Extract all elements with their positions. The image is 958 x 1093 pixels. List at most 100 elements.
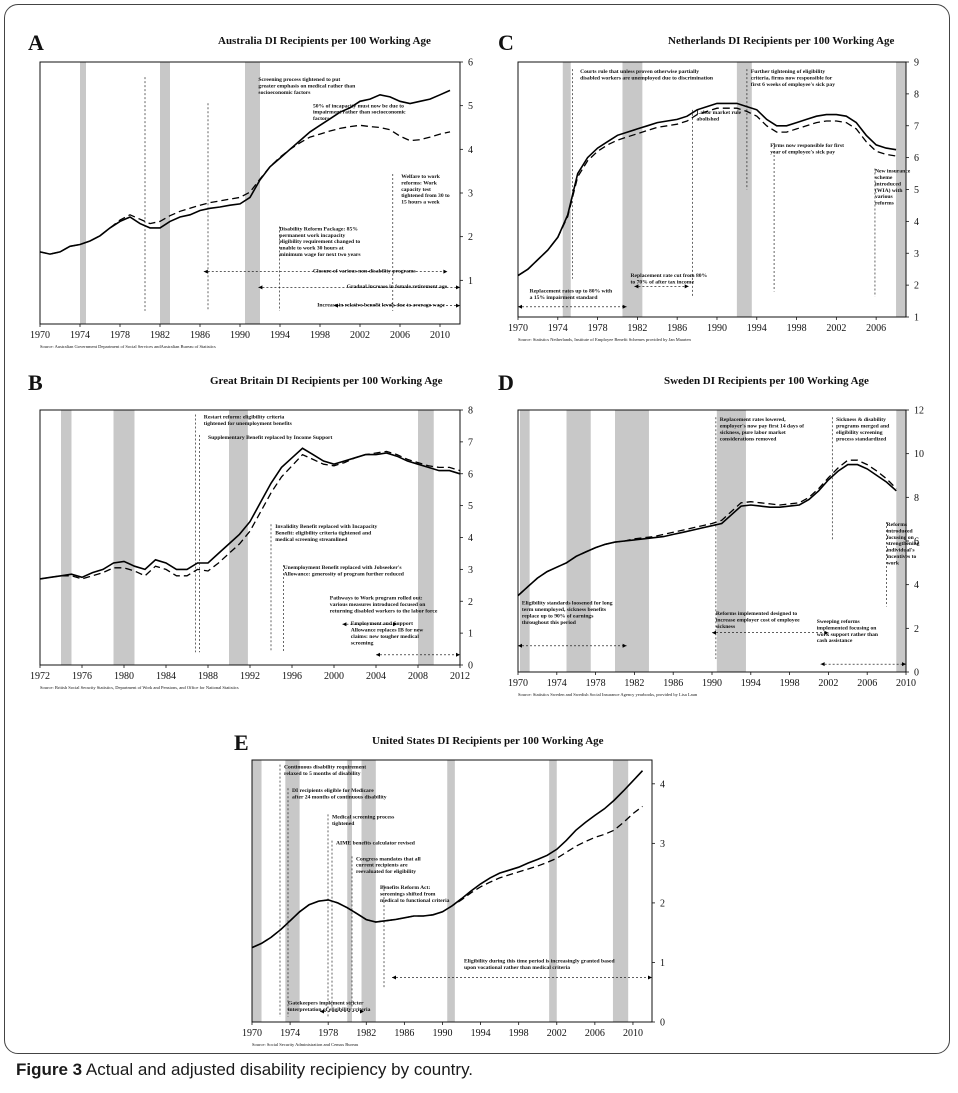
chart-svg: E United States DI Recipients per 100 Wor… — [234, 730, 665, 1047]
arrow-head — [342, 622, 347, 627]
x-tick-label: 1974 — [547, 678, 567, 689]
x-tick-label: 2002 — [547, 1028, 567, 1039]
y-tick-label: 2 — [914, 281, 919, 292]
annotation-text: 50% of incapacity must now be due to impa… — [313, 103, 406, 122]
x-tick-label: 1998 — [787, 323, 807, 334]
recession-band — [896, 62, 906, 317]
x-tick-label: 1994 — [270, 330, 290, 341]
annotation-text: Disability Reform Package: 85% permanent … — [279, 226, 361, 258]
annotation-text: Eligibility standards loosened for long t… — [522, 601, 613, 626]
adjusted-series-line — [251, 805, 643, 949]
y-tick-label: 0 — [468, 661, 473, 672]
x-tick-label: 2010 — [896, 678, 916, 689]
caption-text: Actual and adjusted disability recipienc… — [82, 1060, 474, 1079]
annotation-text: Congress mandates that all current recipi… — [356, 856, 421, 875]
y-tick-label: 4 — [914, 580, 919, 591]
x-tick-label: 1986 — [394, 1028, 414, 1039]
caption-label: Figure 3 — [16, 1060, 83, 1079]
y-tick-label: 2 — [468, 597, 473, 608]
annotation-text: New insurance scheme introduced (WIA) with v… — [875, 169, 911, 207]
recession-band — [113, 410, 135, 665]
x-tick-label: 1970 — [242, 1028, 262, 1039]
x-tick-label: 1974 — [280, 1028, 300, 1039]
y-tick-label: 1 — [468, 276, 473, 287]
y-tick-label: 6 — [468, 469, 473, 480]
annotation-text: Invalidity Benefit replaced with Incapac… — [275, 524, 377, 543]
recession-band — [80, 62, 86, 324]
recession-band — [447, 760, 455, 1022]
y-tick-label: 0 — [914, 668, 919, 679]
recession-band — [716, 410, 746, 672]
recession-band — [418, 410, 434, 665]
x-tick-label: 2010 — [430, 330, 450, 341]
adjusted-series-line — [39, 450, 461, 580]
arrow-head — [456, 285, 460, 290]
actual-series-line — [39, 447, 461, 580]
figure-caption: Figure 3 Actual and adjusted disability … — [16, 1060, 946, 1080]
x-tick-label: 1998 — [780, 678, 800, 689]
x-tick-label: 2006 — [857, 678, 877, 689]
arrow-head — [376, 652, 380, 657]
figure-frame — [4, 4, 950, 1054]
arrow-head — [902, 662, 906, 667]
annotation-text: Sickness & disability programs merged and… — [836, 417, 890, 442]
arrow-head — [622, 304, 627, 309]
y-tick-label: 1 — [660, 958, 665, 969]
x-tick-label: 1986 — [667, 323, 687, 334]
x-tick-label: 2004 — [366, 671, 386, 682]
arrow-head — [820, 662, 825, 667]
chart-svg: D Sweden DI Recipients per 100 Working Ag… — [498, 370, 924, 698]
x-tick-label: 1994 — [471, 1028, 491, 1039]
actual-series-line — [39, 89, 451, 255]
annotation-text: Pathways to Work program rolled out: vari… — [330, 596, 438, 615]
x-tick-label: 1994 — [747, 323, 767, 334]
y-tick-label: 3 — [914, 249, 919, 260]
annotation-text: Sweeping reforms implemented focusing on w… — [817, 619, 879, 644]
annotation-text: DI recipients eligible for Medicare after… — [292, 788, 387, 800]
chart-source: Source: Statistics Sweden and Swedish So… — [518, 692, 698, 698]
adjusted-series-line — [39, 124, 451, 255]
recession-band — [549, 760, 557, 1022]
x-tick-label: 1998 — [509, 1028, 529, 1039]
panel-letter: A — [28, 30, 44, 55]
annotation-text: Eligibility during this time period is i… — [464, 959, 616, 971]
x-tick-label: 2006 — [866, 323, 886, 334]
annotation-text: Medical screening process tightened — [332, 814, 395, 826]
chart-title: United States DI Recipients per 100 Work… — [372, 735, 604, 747]
arrow-head — [203, 269, 208, 274]
chart-source: Source: British Social Security Statisti… — [40, 685, 239, 691]
annotation-text: Increase in relative benefit levels due … — [317, 302, 445, 308]
y-tick-label: 2 — [914, 624, 919, 635]
x-tick-label: 2000 — [324, 671, 344, 682]
chart-svg: B Great Britain DI Recipients per 100 Wor… — [28, 370, 473, 691]
x-tick-label: 1982 — [150, 330, 170, 341]
plot-area — [251, 759, 653, 1023]
annotation-text: Supplementary Benefit replaced by Income… — [208, 435, 332, 441]
x-tick-label: 1976 — [72, 671, 92, 682]
annotation-text: AIME benefits calculator revised — [336, 841, 416, 847]
y-tick-label: 3 — [468, 565, 473, 576]
annotation-text: Further tightening of eligibility criteri… — [751, 69, 835, 88]
y-tick-label: 2 — [468, 232, 473, 243]
plot-area — [517, 61, 907, 318]
x-tick-label: 1990 — [432, 1028, 452, 1039]
y-tick-label: 7 — [468, 437, 473, 448]
recession-band — [347, 760, 352, 1022]
chart-svg: A Australia DI Recipients per 100 Working… — [28, 30, 473, 349]
x-tick-label: 1990 — [707, 323, 727, 334]
recession-band — [612, 760, 629, 1022]
annotation-text: Employment and Support Allowance replaces… — [351, 621, 424, 646]
panel-sweden: D Sweden DI Recipients per 100 Working Ag… — [488, 370, 948, 700]
y-tick-label: 9 — [914, 58, 919, 69]
annotation-text: Screening process tightened to put greate… — [258, 77, 356, 96]
x-tick-label: 1970 — [508, 323, 528, 334]
arrow-head — [824, 630, 829, 635]
chart-svg: C Netherlands DI Recipients per 100 Worki… — [498, 30, 919, 343]
panel-australia: A Australia DI Recipients per 100 Working… — [10, 30, 473, 360]
arrow-head — [712, 630, 716, 635]
x-tick-label: 1982 — [627, 323, 647, 334]
x-tick-label: 2012 — [450, 671, 470, 682]
annotation-text: Unemployment Benefit replaced with Jobse… — [284, 565, 405, 577]
panel-netherlands: C Netherlands DI Recipients per 100 Worki… — [488, 30, 948, 360]
y-tick-label: 4 — [660, 779, 665, 790]
